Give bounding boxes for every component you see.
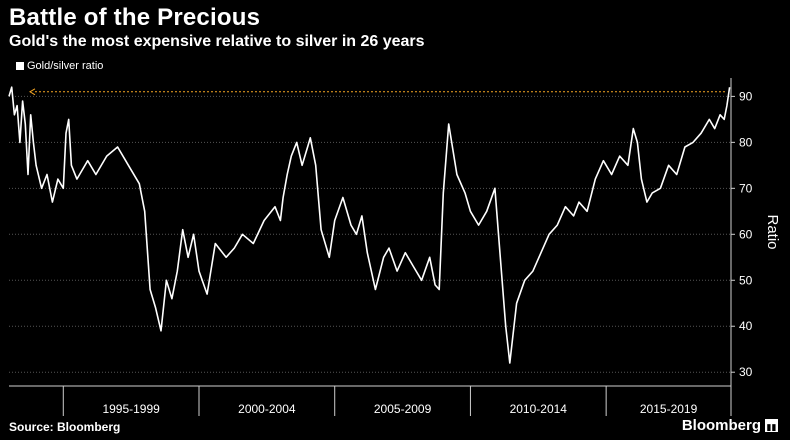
legend: Gold/silver ratio — [16, 60, 103, 72]
x-tick-label: 2015-2019 — [640, 402, 698, 416]
y-tick-label: 40 — [739, 319, 753, 333]
y-axis-label: Ratio — [764, 214, 781, 249]
brand-name: Bloomberg — [681, 417, 761, 434]
chart-title: Battle of the Precious — [9, 4, 261, 31]
x-tick-label: 2000-2004 — [238, 402, 296, 416]
x-tick-label: 2010-2014 — [510, 402, 568, 416]
brand: Bloomberg ▮▮ — [682, 417, 778, 434]
y-tick-label: 90 — [739, 89, 753, 103]
chart-subtitle: Gold's the most expensive relative to si… — [9, 33, 425, 50]
y-tick-label: 50 — [739, 273, 753, 287]
gridlines — [9, 95, 731, 373]
y-tick-label: 80 — [739, 135, 753, 149]
legend-swatch — [16, 62, 24, 70]
y-tick-label: 30 — [739, 365, 753, 379]
series-layer — [8, 86, 731, 364]
x-tick-labels: 1995-1999 2000-2004 2005-2009 2010-2014 2015… — [102, 402, 697, 416]
source-note: Source: Bloomberg — [9, 420, 121, 434]
x-tick-label: 1995-1999 — [102, 402, 160, 416]
reference-line-group — [29, 88, 725, 96]
y-tick-label: 70 — [739, 181, 753, 195]
brand-logo-icon: ▮▮ — [765, 419, 778, 432]
reference-arrowhead — [29, 88, 36, 96]
x-axis-separators — [62, 386, 607, 416]
y-tick-labels: 30 40 50 60 70 80 90 — [731, 89, 753, 379]
y-tick-label: 60 — [739, 227, 753, 241]
x-tick-label: 2005-2009 — [374, 402, 432, 416]
series-line-gold-silver-ratio — [8, 86, 731, 364]
legend-label: Gold/silver ratio — [27, 60, 104, 72]
